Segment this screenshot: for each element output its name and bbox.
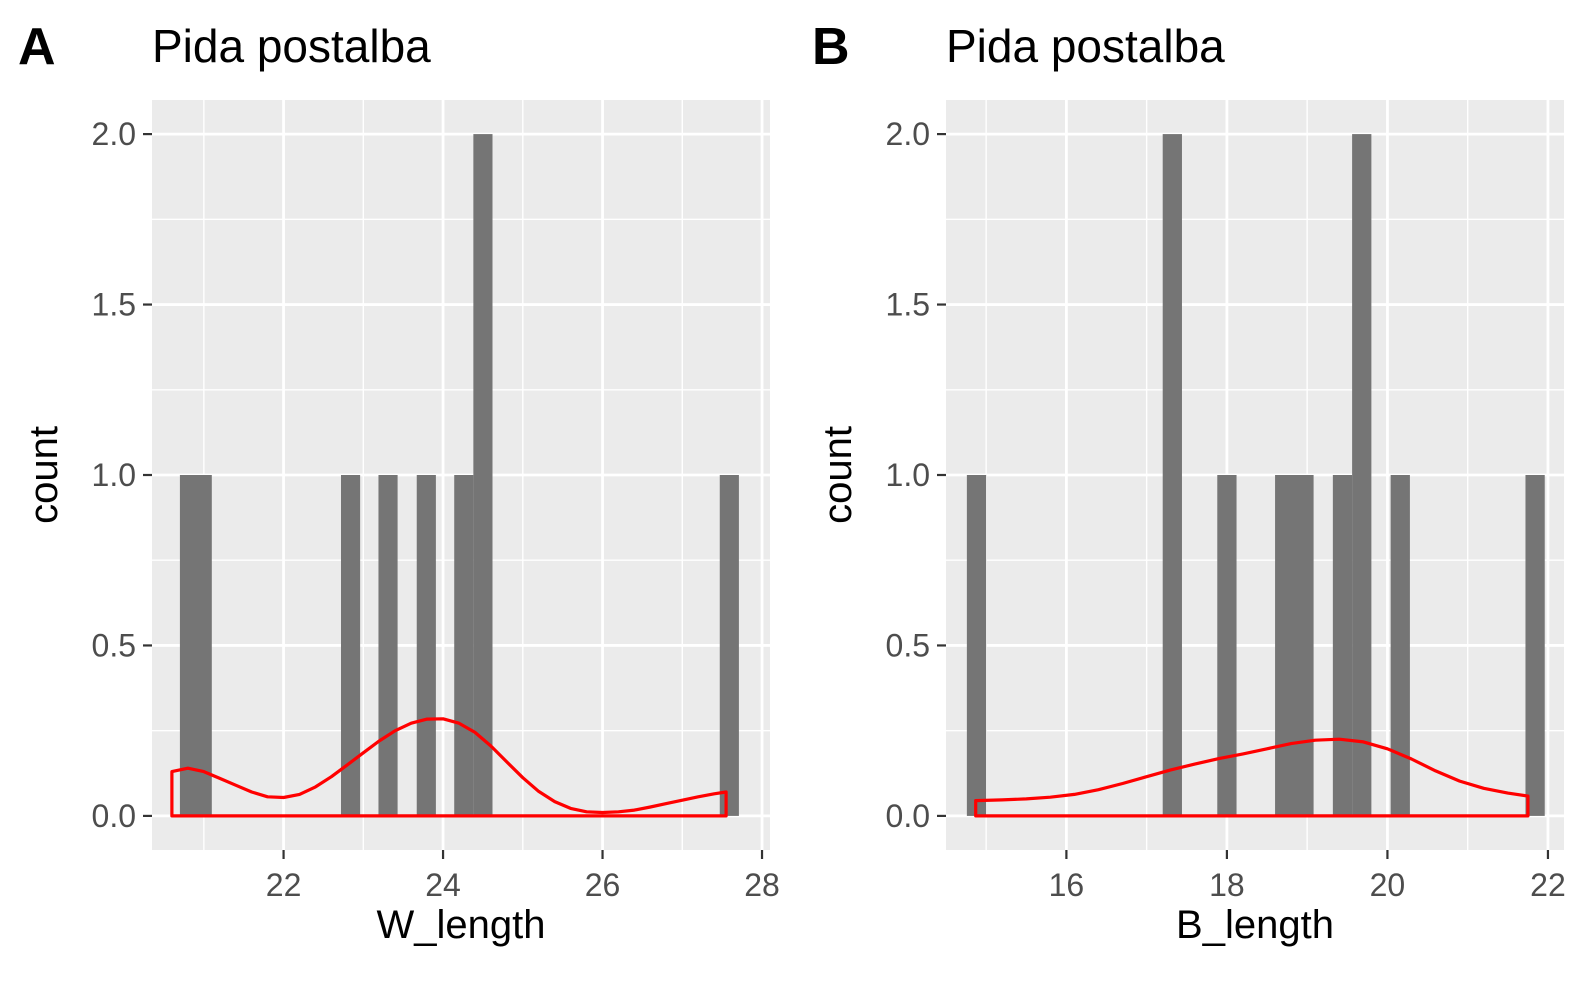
panel-a-y-label: count xyxy=(22,426,66,524)
panel-b-histogram-bar xyxy=(1352,134,1372,816)
panel-b-histogram-bar xyxy=(1275,475,1314,816)
panel-b-y-tick-label: 0.0 xyxy=(886,798,930,834)
panel-b-y-tick-label: 0.5 xyxy=(886,627,930,663)
panel-b-y-ticks: 0.0 0.5 1.0 1.5 2.0 xyxy=(886,116,946,834)
panel-b-x-tick-label: 22 xyxy=(1530,867,1566,903)
panel-a: A Pida postalba 22 24 26 28 0.0 0.5 1.0 1.5 2.0… xyxy=(18,18,780,947)
panel-b-x-label: B_length xyxy=(1176,903,1334,947)
panel-a-x-tick-label: 22 xyxy=(266,867,302,903)
panel-a-y-tick-label: 2.0 xyxy=(92,116,136,152)
panel-b-y-tick-label: 1.0 xyxy=(886,457,930,493)
panel-b-density-curve xyxy=(974,737,1530,818)
panel-a-tag: A xyxy=(18,18,56,76)
panel-b-tag: B xyxy=(812,18,850,76)
panel-a-histogram-bar xyxy=(454,475,474,816)
panel-a-histogram-bar xyxy=(719,475,739,816)
panel-a-histogram-bar xyxy=(416,475,436,816)
panel-b-histogram-bar xyxy=(1525,475,1545,816)
panel-b-y-tick-label: 1.5 xyxy=(886,287,930,323)
panel-a-histogram-bar xyxy=(179,475,212,816)
panel-b-bars xyxy=(966,134,1545,816)
panel-b-histogram-bar xyxy=(1162,134,1182,816)
panel-a-x-tick-label: 24 xyxy=(425,867,461,903)
panel-a-y-tick-label: 1.5 xyxy=(92,287,136,323)
panel-a-y-tick-label: 0.5 xyxy=(92,627,136,663)
panel-a-title: Pida postalba xyxy=(152,20,431,72)
panel-a-histogram-bar xyxy=(378,475,398,816)
panel-b-histogram-bar xyxy=(966,475,987,816)
panel-a-x-tick-label: 26 xyxy=(585,867,621,903)
panel-a-y-ticks: 0.0 0.5 1.0 1.5 2.0 xyxy=(92,116,152,834)
panel-b-x-tick-label: 20 xyxy=(1370,867,1406,903)
panel-b-histogram-bar xyxy=(1332,475,1353,816)
panel-b: B Pida postalba 16 18 20 22 0.0 0.5 1.0 1.5 2.0… xyxy=(812,18,1566,947)
panel-a-histogram-bar xyxy=(473,134,493,816)
panel-b-x-tick-label: 16 xyxy=(1049,867,1085,903)
panel-a-density-curve xyxy=(170,717,728,818)
panel-a-x-ticks: 22 24 26 28 xyxy=(266,850,780,903)
panel-b-y-tick-label: 2.0 xyxy=(886,116,930,152)
panel-a-y-tick-label: 0.0 xyxy=(92,798,136,834)
panel-a-x-label: W_length xyxy=(377,903,546,947)
panel-b-y-label: count xyxy=(816,426,860,524)
panel-b-histogram-bar xyxy=(1217,475,1237,816)
panel-b-x-tick-label: 18 xyxy=(1209,867,1245,903)
panel-a-x-tick-label: 28 xyxy=(744,867,780,903)
panel-b-histogram-bar xyxy=(1390,475,1410,816)
panel-a-histogram-bar xyxy=(340,475,361,816)
panel-a-y-tick-label: 1.0 xyxy=(92,457,136,493)
panel-b-x-ticks: 16 18 20 22 xyxy=(1049,850,1566,903)
panel-b-title: Pida postalba xyxy=(946,20,1225,72)
